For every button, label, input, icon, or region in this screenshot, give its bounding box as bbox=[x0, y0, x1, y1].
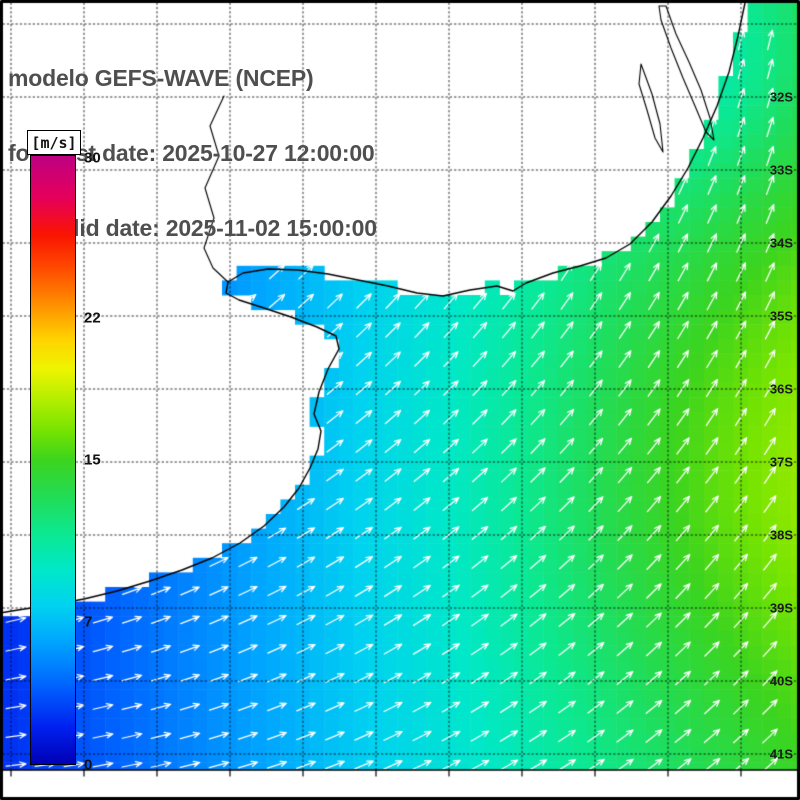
colorbar bbox=[30, 155, 76, 765]
lat-label-36s: 36S bbox=[769, 381, 793, 397]
colorbar-tick-0: 0 bbox=[84, 756, 93, 774]
colorbar-unit-label: [m/s] bbox=[27, 130, 81, 155]
model-title: modelo GEFS-WAVE (NCEP) bbox=[8, 65, 314, 91]
lat-label-41s: 41S bbox=[769, 746, 793, 762]
lat-label-40s: 40S bbox=[769, 673, 793, 689]
colorbar-tick-22: 22 bbox=[84, 309, 101, 327]
colorbar-tick-15: 15 bbox=[84, 451, 101, 469]
colorbar-tick-7: 7 bbox=[84, 613, 93, 631]
valid-date: valid date: 2025-11-02 15:00:00 bbox=[48, 215, 377, 241]
lat-label-33s: 33S bbox=[769, 162, 793, 178]
lat-label-35s: 35S bbox=[769, 308, 793, 324]
lat-label-32s: 32S bbox=[769, 89, 793, 105]
lat-label-39s: 39S bbox=[769, 600, 793, 616]
colorbar-tick-30: 30 bbox=[84, 149, 101, 167]
lat-label-34s: 34S bbox=[769, 235, 793, 251]
lat-label-37s: 37S bbox=[769, 454, 793, 470]
lat-label-38s: 38S bbox=[769, 527, 793, 543]
